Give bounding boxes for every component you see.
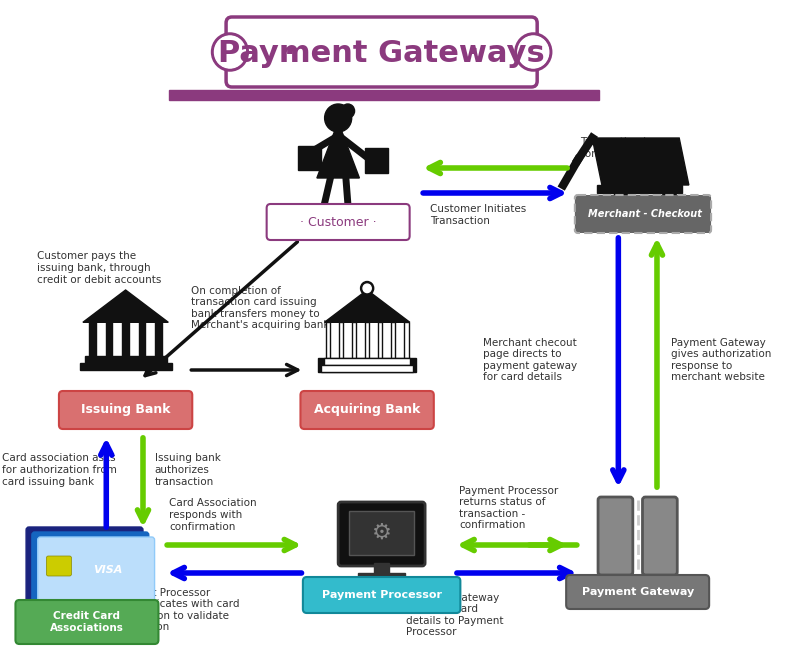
Circle shape	[360, 282, 374, 295]
Polygon shape	[325, 290, 410, 323]
FancyBboxPatch shape	[338, 502, 425, 566]
Circle shape	[214, 36, 246, 68]
Polygon shape	[365, 148, 389, 173]
Bar	[597, 185, 682, 193]
Text: Customer Initiates
Transaction: Customer Initiates Transaction	[430, 204, 526, 226]
FancyBboxPatch shape	[38, 537, 155, 615]
Polygon shape	[83, 290, 168, 323]
Text: Customer pays the
issuing bank, through
credit or debit accounts: Customer pays the issuing bank, through …	[36, 251, 161, 285]
FancyBboxPatch shape	[59, 391, 192, 429]
Bar	[318, 358, 416, 372]
Bar	[374, 563, 389, 575]
Text: ⚙: ⚙	[371, 523, 392, 543]
Bar	[139, 323, 145, 356]
FancyBboxPatch shape	[348, 511, 415, 555]
Bar	[85, 356, 167, 363]
Text: Merchant checout
page directs to
payment gateway
for card details: Merchant checout page directs to payment…	[483, 337, 577, 382]
Text: VISA: VISA	[93, 565, 123, 575]
FancyBboxPatch shape	[26, 527, 143, 605]
FancyBboxPatch shape	[32, 532, 149, 610]
Bar	[391, 323, 396, 358]
Text: Acquiring Bank: Acquiring Bank	[314, 403, 420, 417]
FancyBboxPatch shape	[566, 575, 709, 609]
Bar	[404, 323, 408, 358]
Circle shape	[518, 36, 549, 68]
Polygon shape	[592, 138, 689, 185]
FancyBboxPatch shape	[303, 577, 461, 613]
Text: Payment Processor
returns status of
transaction -
confirmation: Payment Processor returns status of tran…	[459, 486, 559, 530]
Text: Transaction is
completed: Transaction is completed	[580, 137, 651, 159]
Circle shape	[363, 284, 371, 292]
Text: Payment Processor: Payment Processor	[322, 590, 442, 600]
Bar	[155, 323, 162, 356]
Bar	[106, 323, 112, 356]
Text: Payment Gateways: Payment Gateways	[218, 40, 545, 69]
Text: Credit Card
Associations: Credit Card Associations	[50, 612, 124, 633]
Circle shape	[325, 104, 352, 132]
FancyBboxPatch shape	[642, 497, 677, 575]
Bar	[169, 90, 599, 100]
Text: Merchant - Checkout: Merchant - Checkout	[589, 209, 702, 219]
Text: Payment Processor
communicates with card
association to validate
transaction: Payment Processor communicates with card…	[111, 587, 239, 632]
Bar	[359, 573, 404, 579]
Circle shape	[660, 192, 679, 212]
Bar	[89, 323, 96, 356]
Text: Card Association
responds with
confirmation: Card Association responds with confirmat…	[169, 499, 257, 532]
FancyBboxPatch shape	[226, 17, 537, 87]
Bar	[365, 323, 369, 358]
Bar	[80, 363, 171, 370]
Bar	[325, 358, 410, 365]
Bar	[352, 323, 356, 358]
Text: Payment Gateway: Payment Gateway	[581, 587, 694, 597]
Text: Issuing Bank: Issuing Bank	[81, 403, 171, 417]
FancyBboxPatch shape	[267, 204, 410, 240]
Bar	[378, 323, 382, 358]
FancyBboxPatch shape	[575, 195, 711, 233]
Text: Issuing bank
authorizes
transaction: Issuing bank authorizes transaction	[155, 454, 220, 487]
Circle shape	[341, 104, 355, 118]
Text: Payment gateway
forwards card
details to Payment
Processor: Payment gateway forwards card details to…	[406, 593, 503, 638]
Bar	[339, 323, 343, 358]
Polygon shape	[298, 146, 321, 170]
Bar	[325, 323, 329, 358]
Text: On completion of
transaction card issuing
bank transfers money to
Merchant's acq: On completion of transaction card issuin…	[191, 286, 329, 331]
FancyBboxPatch shape	[16, 600, 159, 644]
Polygon shape	[317, 132, 359, 178]
Text: Card association asks
for authorization from
card issuing bank: Card association asks for authorization …	[2, 454, 117, 487]
Text: · Customer ·: · Customer ·	[300, 216, 377, 228]
Text: ·: ·	[284, 40, 295, 69]
Bar	[122, 323, 129, 356]
FancyBboxPatch shape	[47, 556, 71, 576]
FancyBboxPatch shape	[300, 391, 434, 429]
FancyBboxPatch shape	[598, 497, 633, 575]
Circle shape	[611, 192, 631, 212]
Text: Payment Gateway
gives authorization
response to
merchant website: Payment Gateway gives authorization resp…	[672, 337, 772, 382]
Bar	[322, 365, 413, 372]
Text: ·: ·	[468, 40, 480, 69]
